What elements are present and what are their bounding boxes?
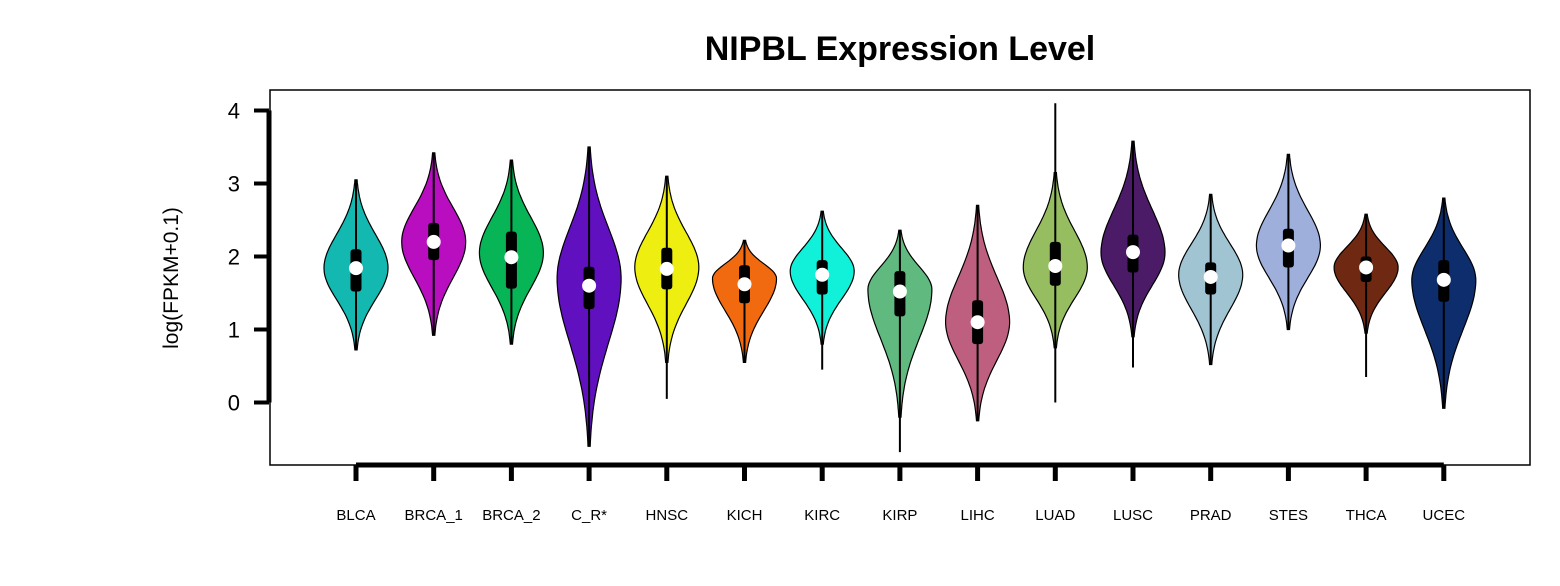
x-tick-label: BLCA: [336, 507, 375, 524]
median-point: [815, 267, 830, 282]
x-tick-label: LIHC: [961, 507, 995, 524]
x-tick-label: C_R*: [571, 507, 607, 524]
violin-brca-2: [478, 159, 545, 345]
y-tick-label: 4: [228, 99, 240, 124]
violins: [323, 103, 1477, 453]
median-point: [426, 234, 441, 249]
violin-kich: [711, 239, 778, 363]
x-tick-label: THCA: [1346, 507, 1387, 524]
median-point: [1281, 238, 1296, 253]
x-tick-label: KIRP: [882, 507, 917, 524]
median-point: [1436, 272, 1451, 287]
violin-lusc: [1100, 140, 1166, 368]
x-tick-label: BRCA_1: [405, 507, 463, 524]
median-point: [970, 315, 985, 330]
violin-stes: [1255, 153, 1322, 331]
violin-brca-1: [401, 152, 467, 336]
x-tick-label: LUAD: [1035, 507, 1075, 524]
x-tick-label: BRCA_2: [482, 507, 540, 524]
chart-title: NIPBL Expression Level: [705, 30, 1096, 68]
y-axis-label: log(FPKM+0.1): [160, 207, 183, 349]
violin-kirc: [789, 210, 855, 370]
median-point: [892, 284, 907, 299]
violin-lihc: [945, 204, 1011, 422]
y-tick-label: 3: [228, 172, 240, 197]
median-point: [659, 261, 674, 276]
violin-blca: [323, 179, 389, 351]
x-tick-label: PRAD: [1190, 507, 1232, 524]
violin-ucec: [1411, 197, 1477, 409]
x-tick-label: KICH: [727, 507, 763, 524]
median-point: [1126, 245, 1140, 260]
violin-thca: [1333, 213, 1399, 377]
violin-kirp: [867, 229, 933, 453]
median-point: [737, 277, 752, 292]
median-point: [1203, 269, 1218, 284]
violin-prad: [1178, 193, 1244, 366]
y-axis: 0 1 2 3 4: [228, 99, 272, 416]
x-tick-label: STES: [1269, 507, 1308, 524]
median-point: [1359, 260, 1374, 275]
x-axis: BLCA BRCA_1 BRCA_2 C_R* HNSC KICH KIRC KIRP LIHC…: [336, 462, 1466, 524]
violin-hnsc: [634, 175, 700, 399]
violin-luad: [1022, 103, 1088, 403]
x-tick-label: KIRC: [804, 507, 840, 524]
y-tick-label: 1: [228, 318, 240, 343]
violin-c-r-: [556, 146, 622, 447]
x-tick-label: LUSC: [1113, 507, 1153, 524]
median-point: [582, 278, 597, 293]
median-point: [1048, 258, 1063, 273]
x-tick-label: UCEC: [1423, 507, 1466, 524]
x-tick-label: HNSC: [646, 507, 689, 524]
y-tick-label: 0: [228, 391, 240, 416]
median-point: [349, 261, 363, 276]
median-point: [504, 250, 519, 265]
y-tick-label: 2: [228, 245, 240, 270]
